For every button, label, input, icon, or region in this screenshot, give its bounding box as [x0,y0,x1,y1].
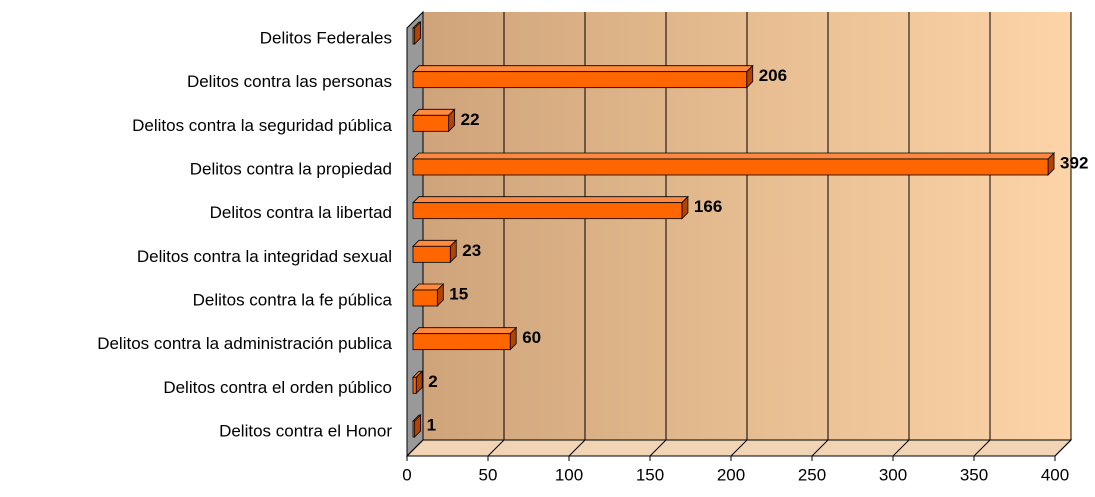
bar [412,289,438,307]
x-tick-label: 300 [879,465,907,484]
y-tick-label: Delitos contra la libertad [210,203,392,222]
y-tick-label: Delitos contra la propiedad [190,159,392,178]
y-tick-label: Delitos contra la fe pública [193,290,393,309]
y-tick-label: Delitos contra la integridad sexual [137,247,392,266]
bar-top [412,65,754,73]
bar [412,202,683,220]
bar [412,158,1049,176]
x-tick-label: 50 [479,465,498,484]
bar [412,333,511,351]
data-label: 1 [427,415,436,434]
grid-line [1054,439,1072,457]
grid-line [973,439,991,457]
y-tick-label: Delitos contra el Honor [219,421,392,440]
bar [412,376,417,394]
x-tick-label: 250 [798,465,826,484]
data-label: 166 [694,197,722,216]
grid-line [811,439,829,457]
y-tick-label: Delitos contra la seguridad pública [132,116,392,135]
grid-line [487,439,505,457]
grid-line [730,439,748,457]
x-tick-label: 150 [636,465,664,484]
bar [412,114,450,132]
bar [412,420,416,438]
bar [412,245,451,263]
grid-line [892,439,910,457]
data-label: 15 [449,284,468,303]
grid-line [568,439,586,457]
y-tick-label: Delitos Federales [260,28,392,47]
data-label: 392 [1060,153,1088,172]
y-tick-label: Delitos contra el orden público [163,378,392,397]
x-tick-label: 350 [960,465,988,484]
bar-top [412,152,1056,160]
bar-top [412,239,458,247]
data-label: 22 [461,110,480,129]
data-label: 2 [428,372,437,391]
x-tick-label: 400 [1041,465,1069,484]
bar-top [412,196,689,204]
x-tick-label: 0 [402,465,411,484]
y-tick-label: Delitos contra la administración publica [97,334,392,353]
bar-top [412,108,456,116]
x-tick-label: 100 [555,465,583,484]
data-label: 23 [462,241,481,260]
data-label: 60 [522,328,541,347]
y-tick-label: Delitos contra las personas [187,72,392,91]
bar-top [412,327,518,335]
bar [412,27,416,45]
data-label: 206 [759,66,787,85]
grid-line [649,439,667,457]
x-tick-label: 200 [717,465,745,484]
grid-line [406,439,424,457]
bar [412,71,748,89]
